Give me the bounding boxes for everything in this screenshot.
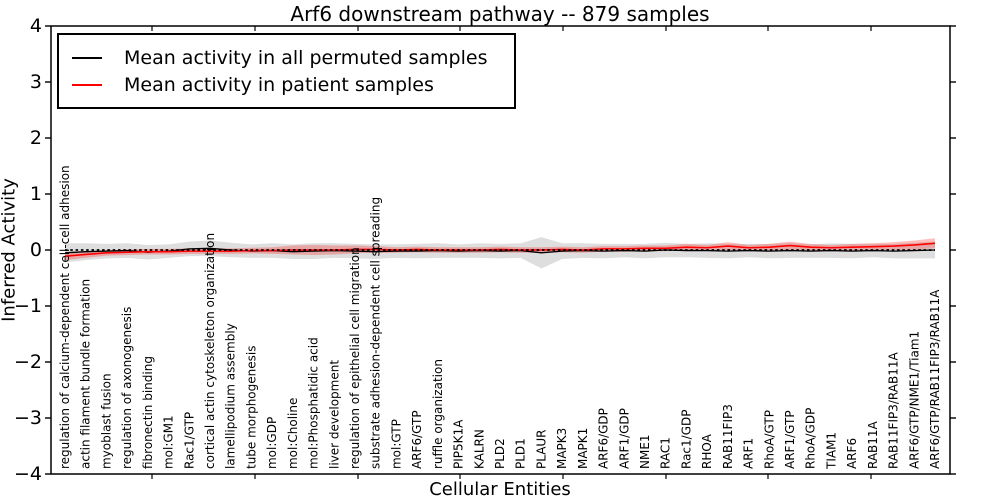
x-category-label: RhoA/GTP xyxy=(762,410,776,469)
x-category-label: PLD1 xyxy=(514,438,528,469)
x-category-label: ARF1 xyxy=(742,438,756,469)
x-category-label: ARF6/GTP/RAB11FIP3/RAB11A xyxy=(928,289,942,469)
x-category-label: TIAM1 xyxy=(824,432,838,470)
x-category-label: mol:GDP xyxy=(265,417,279,469)
legend-line-permuted-icon xyxy=(72,56,102,59)
y-tick-label: 1 xyxy=(30,183,42,205)
y-tick-label: −2 xyxy=(14,351,42,373)
x-category-label: ARF1/GDP xyxy=(617,408,631,469)
x-axis-label: Cellular Entities xyxy=(429,479,571,500)
x-category-label: substrate adhesion-dependent cell spread… xyxy=(369,197,383,469)
x-category-label: NME1 xyxy=(638,434,652,469)
x-category-label: regulation of epithelial cell migration xyxy=(348,247,362,469)
x-category-label: myoblast fusion xyxy=(99,373,113,469)
x-category-label: PLD2 xyxy=(493,438,507,469)
chart-title: Arf6 downstream pathway -- 879 samples xyxy=(290,2,710,26)
x-category-label: ARF6/GTP/NME1/Tiam1 xyxy=(907,331,921,469)
x-category-label: MAPK1 xyxy=(576,428,590,469)
x-category-label: liver development xyxy=(327,360,341,469)
y-tick-label: −4 xyxy=(14,463,42,485)
legend-line-patient-icon xyxy=(72,83,102,86)
x-category-label: ARF1/GTP xyxy=(783,410,797,469)
x-category-label: MAPK3 xyxy=(555,428,569,469)
x-category-label: mol:Phosphatidic acid xyxy=(307,337,321,469)
x-category-label: fibronectin binding xyxy=(141,356,155,469)
y-tick-label: −3 xyxy=(14,407,42,429)
x-category-label: mol:GTP xyxy=(389,419,403,469)
x-category-label: KALRN xyxy=(472,429,486,469)
x-category-label: RAB11FIP3 xyxy=(721,404,735,469)
x-category-label: ruffle organization xyxy=(431,359,445,469)
x-category-label: RAC1 xyxy=(659,437,673,469)
legend-label-patient: Mean activity in patient samples xyxy=(124,73,434,96)
x-category-label: PIP5K1A xyxy=(452,419,466,469)
x-category-label: ARF6/GDP xyxy=(597,408,611,469)
y-tick-label: 0 xyxy=(30,239,42,261)
legend-label-permuted: Mean activity in all permuted samples xyxy=(124,46,488,69)
x-category-label: cortical actin cytoskeleton organization xyxy=(203,233,217,469)
y-tick-label: 3 xyxy=(30,71,42,93)
x-category-label: RAB11A xyxy=(866,420,880,469)
x-category-label: RHOA xyxy=(700,433,714,469)
x-category-label: mol:GM1 xyxy=(162,415,176,469)
x-category-label: regulation of axonogenesis xyxy=(120,307,134,469)
legend-item-patient: Mean activity in patient samples xyxy=(72,71,514,98)
x-category-label: RAB11FIP3/RAB11A xyxy=(887,352,901,469)
x-category-label: tube morphogenesis xyxy=(244,346,258,469)
x-category-label: PLAUR xyxy=(534,429,548,469)
legend: Mean activity in all permuted samples Me… xyxy=(57,33,516,109)
y-tick-label: 4 xyxy=(30,15,42,37)
permuted-mean-line xyxy=(64,247,936,254)
x-category-label: ARF6 xyxy=(845,438,859,469)
legend-item-permuted: Mean activity in all permuted samples xyxy=(72,44,514,71)
y-tick-label: 2 xyxy=(30,127,42,149)
x-category-label: RhoA/GDP xyxy=(804,408,818,469)
x-category-label: Rac1/GTP xyxy=(182,412,196,469)
x-category-label: lamellipodium assembly xyxy=(224,323,238,469)
x-category-label: Rac1/GDP xyxy=(679,410,693,469)
x-category-label: ARF6/GTP xyxy=(410,410,424,469)
y-tick-label: −1 xyxy=(14,295,42,317)
permuted-samples-range-band xyxy=(65,237,935,269)
x-category-label: mol:Choline xyxy=(286,398,300,469)
x-category-label: actin filament bundle formation xyxy=(79,279,93,469)
x-category-label: regulation of calcium-dependent cell-cel… xyxy=(58,165,72,469)
